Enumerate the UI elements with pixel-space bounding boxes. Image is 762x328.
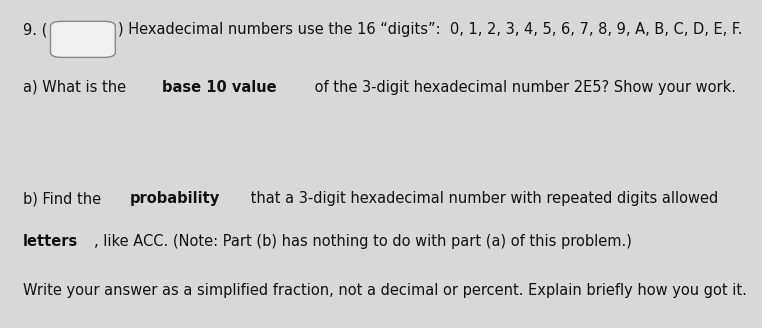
Text: of the 3-digit hexadecimal number 2E5? Show your work.: of the 3-digit hexadecimal number 2E5? S… <box>310 80 736 95</box>
Text: that a 3-digit hexadecimal number with repeated digits allowed: that a 3-digit hexadecimal number with r… <box>246 191 723 206</box>
Text: , like ACC. (Note: Part (b) has nothing to do with part (a) of this problem.): , like ACC. (Note: Part (b) has nothing … <box>94 234 632 249</box>
Text: b) Find the: b) Find the <box>23 191 106 206</box>
Text: probability: probability <box>130 191 220 206</box>
Text: letters: letters <box>23 234 78 249</box>
Text: a) What is the: a) What is the <box>23 80 130 95</box>
Text: ) Hexadecimal numbers use the 16 “digits”:  0, 1, 2, 3, 4, 5, 6, 7, 8, 9, A, B, : ) Hexadecimal numbers use the 16 “digits… <box>117 22 742 37</box>
Text: base 10 value: base 10 value <box>162 80 277 95</box>
Text: Write your answer as a simplified fraction, not a decimal or percent. Explain br: Write your answer as a simplified fracti… <box>23 283 747 298</box>
Text: 9. (: 9. ( <box>23 22 47 37</box>
FancyBboxPatch shape <box>50 21 115 57</box>
